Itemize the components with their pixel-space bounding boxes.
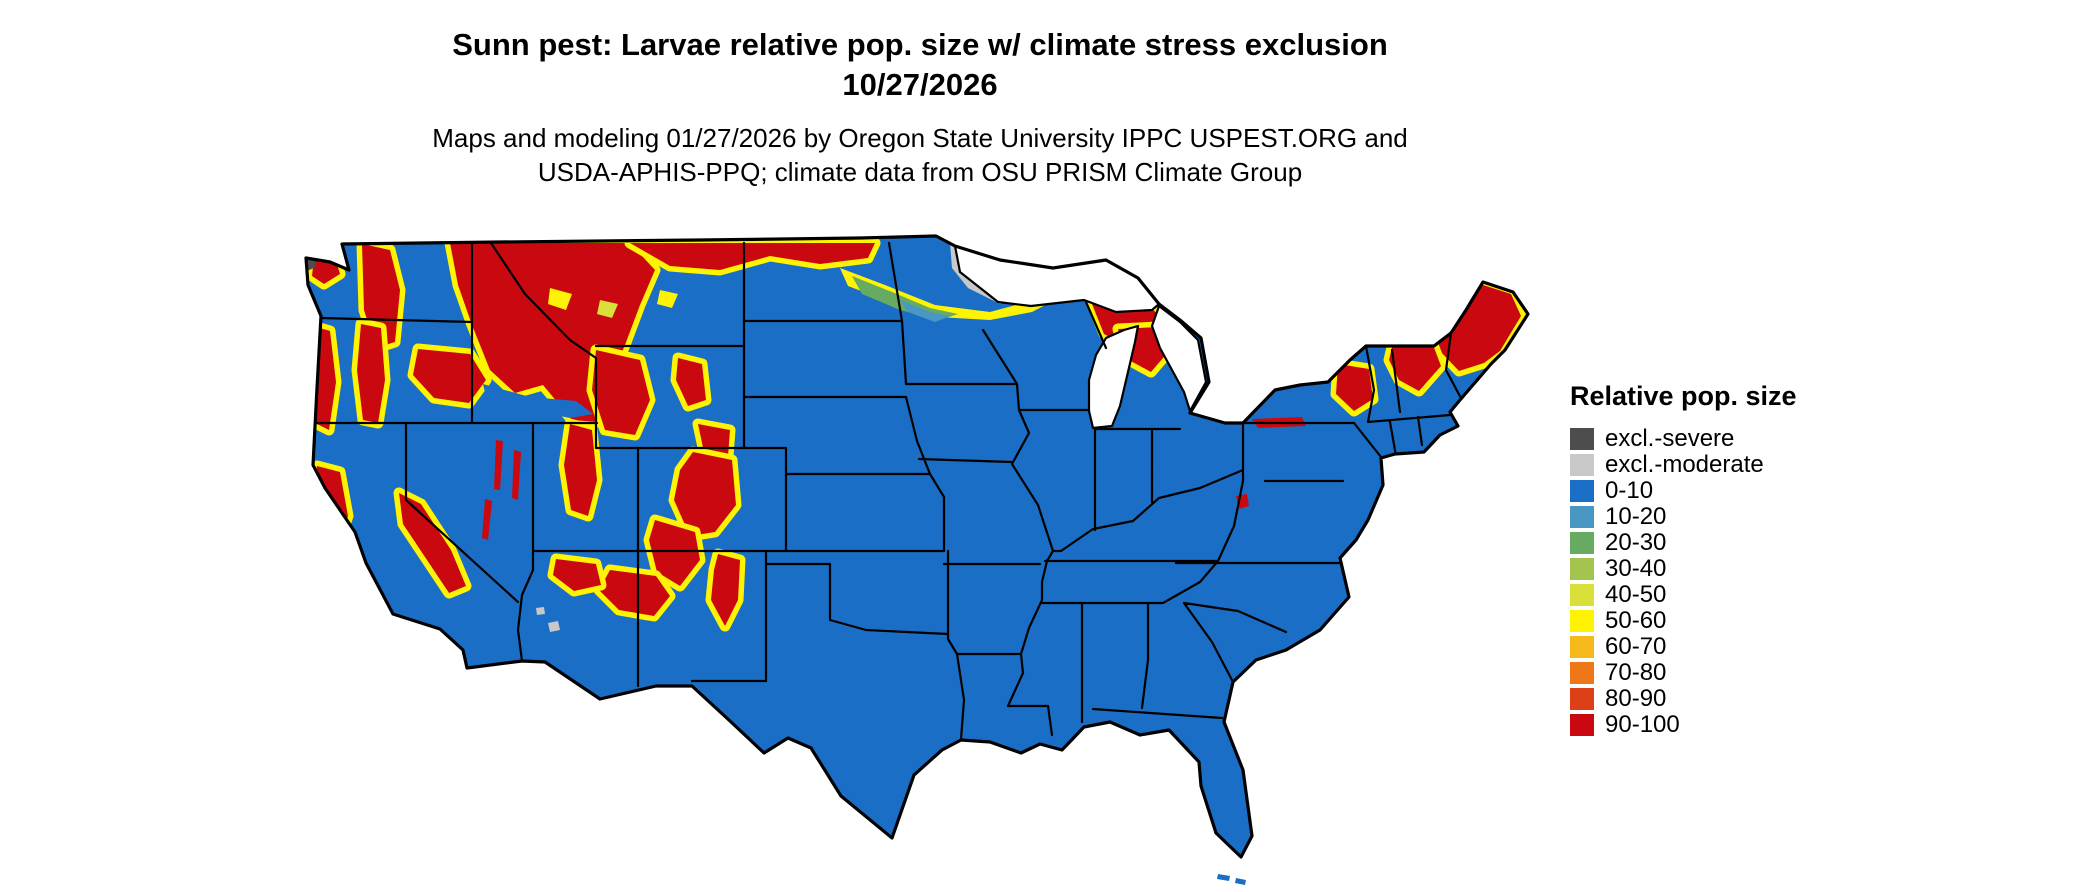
- map-title-line1: Sunn pest: Larvae relative pop. size w/ …: [452, 27, 1388, 62]
- lake-michigan: [1087, 324, 1140, 430]
- legend-label: 30-40: [1605, 555, 1667, 582]
- legend-item: 80-90: [1570, 686, 1797, 712]
- map-title: Sunn pest: Larvae relative pop. size w/ …: [300, 25, 1540, 105]
- map-subtitle-line1: Maps and modeling 01/27/2026 by Oregon S…: [432, 123, 1408, 153]
- snake-river-plain: [483, 384, 593, 418]
- legend-label: excl.-severe: [1605, 425, 1735, 452]
- legend-label: 70-80: [1605, 659, 1667, 686]
- legend-swatch-80-90: [1570, 688, 1594, 710]
- legend-swatch-90-100: [1570, 714, 1594, 736]
- legend-item: 70-80: [1570, 660, 1797, 686]
- legend-swatch-excl-severe: [1570, 428, 1594, 450]
- legend-item: 50-60: [1570, 608, 1797, 634]
- legend-item: excl.-severe: [1570, 426, 1797, 452]
- legend-swatch-0-10: [1570, 480, 1594, 502]
- map-subtitle-line2: USDA-APHIS-PPQ; climate data from OSU PR…: [537, 157, 1303, 187]
- legend-label: 40-50: [1605, 581, 1667, 608]
- legend-item: 20-30: [1570, 530, 1797, 556]
- legend-swatch-70-80: [1570, 662, 1594, 684]
- legend-label: excl.-moderate: [1605, 451, 1764, 478]
- legend-label: 50-60: [1605, 607, 1667, 634]
- legend-label: 10-20: [1605, 503, 1667, 530]
- map-title-date: 10/27/2026: [842, 67, 998, 102]
- state-borders: [311, 241, 1464, 741]
- legend-label: 60-70: [1605, 633, 1667, 660]
- us-outline: [304, 234, 1530, 859]
- legend-label: 0-10: [1605, 477, 1654, 504]
- legend-title: Relative pop. size: [1570, 381, 1797, 411]
- legend-swatch-60-70: [1570, 636, 1594, 658]
- legend-item: 30-40: [1570, 556, 1797, 582]
- legend-item: 90-100: [1570, 712, 1797, 738]
- legend-swatch-excl-moderate: [1570, 454, 1594, 476]
- legend-item: 10-20: [1570, 504, 1797, 530]
- lake-huron: [1150, 304, 1208, 413]
- legend-item: 40-50: [1570, 582, 1797, 608]
- legend-item: 0-10: [1570, 478, 1797, 504]
- legend-label: 90-100: [1605, 711, 1680, 738]
- legend-item: excl.-moderate: [1570, 452, 1797, 478]
- legend-swatch-10-20: [1570, 506, 1594, 528]
- map-subtitle: Maps and modeling 01/27/2026 by Oregon S…: [300, 121, 1540, 189]
- map-legend: Relative pop. size excl.-severe excl.-mo…: [1570, 381, 1797, 738]
- legend-swatch-40-50: [1570, 584, 1594, 606]
- florida-keys: [1217, 874, 1246, 885]
- us-choropleth-map: [300, 230, 1540, 890]
- legend-swatch-30-40: [1570, 558, 1594, 580]
- legend-label: 20-30: [1605, 529, 1667, 556]
- us-map-svg: [304, 234, 1530, 885]
- legend-swatch-50-60: [1570, 610, 1594, 632]
- legend-item: 60-70: [1570, 634, 1797, 660]
- legend-label: 80-90: [1605, 685, 1667, 712]
- high-population-regions: [306, 237, 1527, 632]
- legend-swatch-20-30: [1570, 532, 1594, 554]
